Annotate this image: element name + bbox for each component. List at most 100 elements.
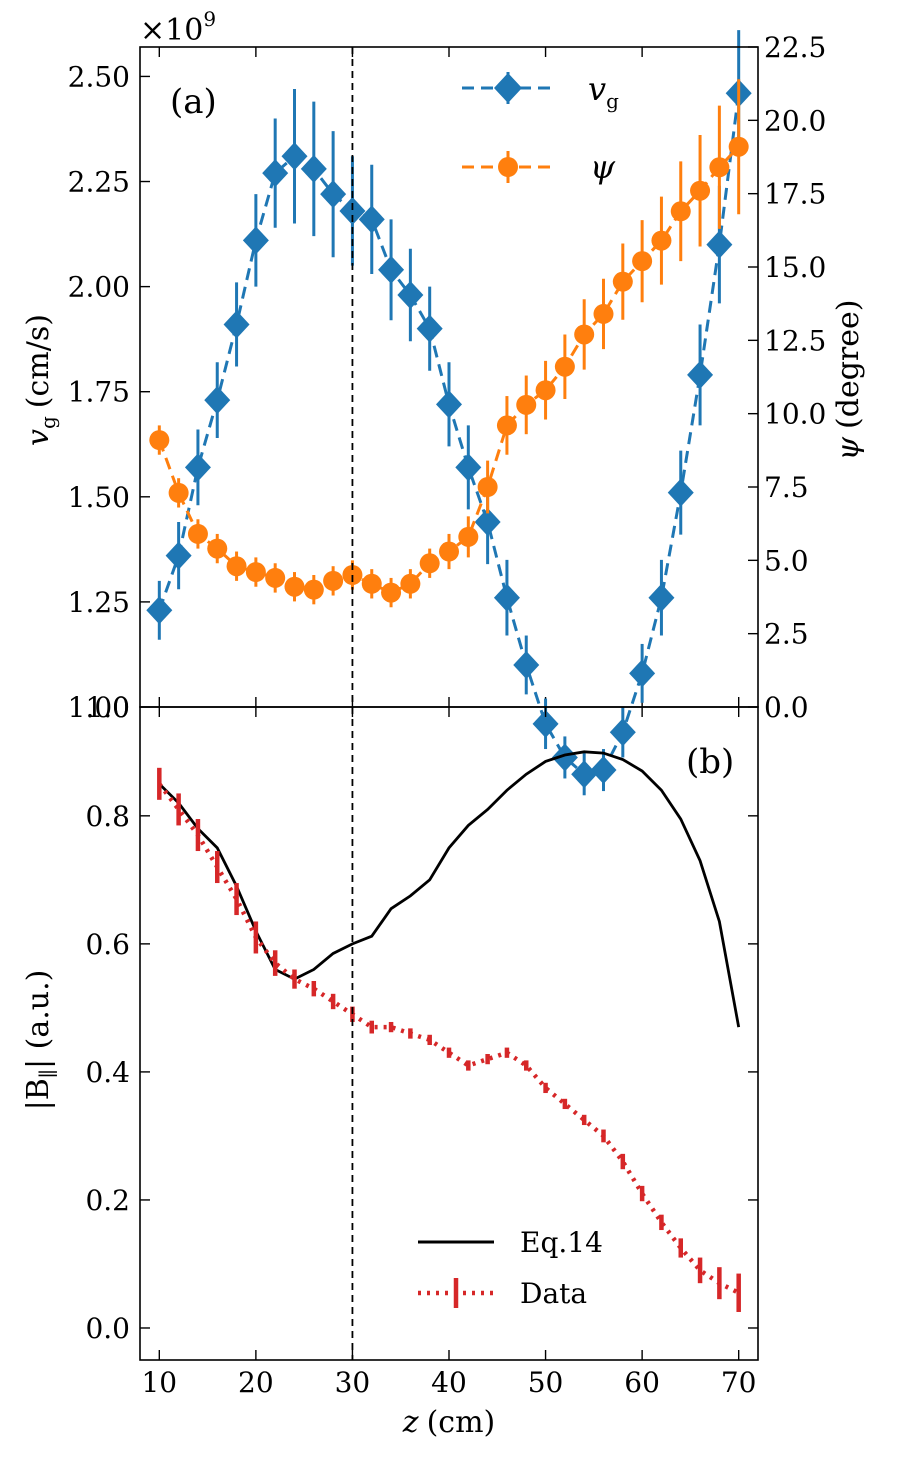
series-psi-point	[477, 477, 498, 497]
panel-a-ytick-right-label: 7.5	[764, 471, 809, 504]
series-vg-point	[513, 650, 540, 679]
series-vg-point	[397, 281, 424, 310]
panel-b-ytick-label: 0.8	[85, 800, 130, 833]
series-psi-point	[458, 526, 479, 547]
panel-b-xtick-label: 60	[624, 1366, 660, 1399]
series-psi-point	[439, 541, 459, 562]
panel-b-ylabel: |B∥| (a.u.)	[21, 970, 60, 1111]
panel-b: 10 20 30 40 50 60 70 0.0 0.2 0.4 0.6 0.8 (b) |B∥| (…	[21, 706, 759, 1440]
series-vg-point	[320, 180, 347, 209]
series-vg-point	[455, 453, 482, 482]
panel-a-ylabel-left: vg(cm/s)	[21, 314, 60, 446]
series-vg-point	[629, 659, 656, 688]
series-psi-point	[516, 394, 537, 415]
panel-a-series	[146, 30, 752, 796]
panel-a-ytick-right-label: 20.0	[764, 104, 826, 137]
series-vg-point	[687, 360, 714, 389]
series-vg-point	[609, 718, 636, 747]
series-vg-point	[436, 390, 462, 419]
series-vg-point	[551, 743, 578, 772]
legend-vg-label: vg	[588, 70, 619, 113]
panel-a-ytick-left-label: 1.75	[68, 376, 130, 409]
series-vg-point	[358, 205, 385, 234]
panel-a-ytick-right-label: 5.0	[764, 544, 809, 577]
series-psi-point	[187, 523, 208, 544]
legend-eq14-label: Eq.14	[520, 1226, 603, 1259]
series-psi-point	[632, 251, 653, 272]
series-vg-point	[378, 255, 405, 284]
panel-b-label: (b)	[686, 742, 734, 782]
series-vg-point	[242, 226, 269, 255]
legend-psi: ψ	[462, 148, 616, 186]
panel-a-label: (a)	[170, 82, 217, 122]
panel-a-ytick-right-label: 2.5	[764, 618, 809, 651]
panel-a-ylabel-right: ψ(degree)	[831, 300, 866, 461]
series-psi-point	[207, 538, 228, 559]
series-vg-point	[590, 756, 617, 785]
legend-psi-label: ψ	[590, 148, 616, 186]
series-vg-point	[223, 310, 250, 339]
series-psi-point	[690, 180, 711, 201]
series-vg-point	[300, 154, 327, 183]
panel-a-ytick-right-label: 12.5	[764, 324, 826, 357]
panel-a-ytick-left-label: 1.50	[68, 481, 130, 514]
series-psi-point	[612, 271, 633, 292]
panel-a-ytick-left-label: 2.50	[68, 60, 130, 93]
series-vg-point	[339, 196, 366, 225]
panel-b-xtick-label: 50	[528, 1366, 564, 1399]
series-psi-point	[323, 570, 344, 591]
series-vg-point	[571, 760, 598, 789]
series-psi-point	[554, 356, 575, 377]
series-psi-point	[496, 415, 517, 436]
series-vg-point	[416, 314, 443, 343]
panel-b-xtick-label: 30	[335, 1366, 371, 1399]
panel-a-ytick-left-label: 2.00	[68, 271, 130, 304]
series-vg-point	[706, 230, 733, 259]
panel-b-xtick-label: 20	[238, 1366, 274, 1399]
panel-b-ytick-label: 0.2	[85, 1184, 130, 1217]
panel-a: ×109 1.00 1.25 1.50 1.75 2.00 2.25 2.50 1.0 0.0 2…	[21, 7, 866, 796]
series-psi-point	[651, 230, 672, 251]
series-psi-point	[535, 380, 556, 401]
series-psi-point	[419, 553, 440, 574]
series-psi-point	[245, 562, 266, 583]
panel-a-ytick-right-label: 17.5	[764, 178, 826, 211]
panel-a-ytick-left-label: 2.25	[68, 166, 130, 199]
series-psi-point	[670, 201, 691, 222]
panel-b-xtick-label: 40	[431, 1366, 467, 1399]
series-psi-point	[168, 482, 189, 503]
series-psi-point	[728, 136, 749, 157]
series-vg-point	[281, 142, 308, 171]
panel-a-ytick-right-label: 10.0	[764, 398, 826, 431]
legend-psi-marker	[498, 157, 518, 177]
series-vg-point	[667, 478, 694, 507]
legend-data-label: Data	[520, 1277, 587, 1310]
series-vg-point	[262, 159, 289, 188]
series-psi-point	[709, 157, 730, 178]
panel-b-xtick-label: 10	[141, 1366, 177, 1399]
panel-a-scale-note: ×109	[140, 7, 216, 48]
legend-vg-marker	[494, 73, 522, 103]
panel-b-ytick-label: 0.4	[85, 1056, 130, 1089]
panel-a-ytick-right-label: 22.5	[764, 31, 826, 64]
panel-a-ytick-right-label: 15.0	[764, 251, 826, 284]
series-vg-point	[184, 453, 211, 482]
series-psi-point	[400, 573, 421, 594]
panel-b-legend: Eq.14 Data	[418, 1226, 603, 1310]
panel-b-series	[157, 750, 741, 1312]
series-vg-point	[648, 583, 675, 612]
series-psi-point	[226, 556, 247, 577]
panel-b-ytick-label: 0.6	[85, 928, 130, 961]
panel-b-xtick-label: 70	[721, 1366, 757, 1399]
panel-a-legend: vg ψ	[462, 70, 619, 186]
panel-b-xlabel: z (cm)	[402, 1405, 495, 1440]
series-vg-point	[493, 583, 520, 612]
series-vg-point	[146, 596, 173, 625]
series-vg-point	[532, 709, 559, 738]
panel-a-ytick-left-label: 1.25	[68, 586, 130, 619]
series-psi-point	[265, 567, 286, 588]
series-psi-point	[381, 582, 402, 603]
series-psi-point	[574, 324, 595, 345]
